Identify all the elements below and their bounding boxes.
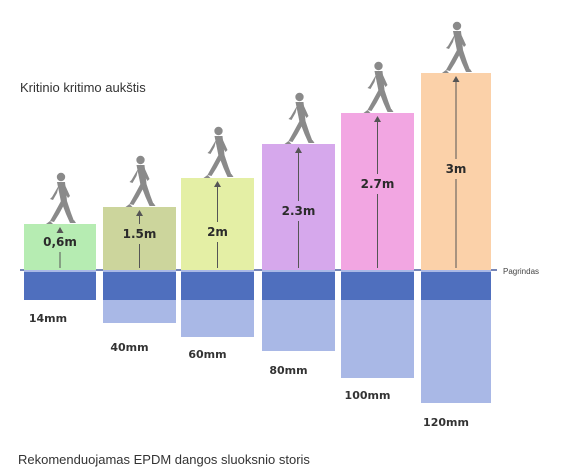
up-arrow-icon (56, 227, 64, 268)
walking-person-icon (442, 21, 472, 73)
walking-person-icon (125, 155, 156, 207)
thickness-label: 40mm (110, 341, 148, 354)
up-arrow-icon (452, 76, 460, 268)
up-arrow-icon (295, 147, 302, 268)
base-strip (24, 272, 96, 300)
step-5: 2.7m 100mm (341, 61, 414, 402)
height-label: 1.5m (123, 227, 157, 241)
base-strip (103, 272, 176, 300)
up-arrow-icon (374, 116, 381, 268)
up-arrow-icon (136, 210, 143, 268)
thickness-label: 100mm (345, 389, 391, 402)
base-strip (181, 272, 254, 300)
step-1: 0,6m 14mm (24, 172, 96, 325)
walking-person-icon (363, 61, 394, 113)
step-3: 2m 60mm (181, 126, 254, 361)
base-strip (262, 272, 335, 300)
thickness-label: 120mm (423, 416, 469, 429)
height-label: 2m (207, 225, 228, 239)
height-label: 3m (446, 162, 467, 176)
up-arrow-icon (214, 181, 221, 268)
chart-title-top: Kritinio kritimo aukštis (20, 80, 146, 95)
walking-person-icon (203, 126, 234, 178)
height-label: 0,6m (43, 235, 77, 249)
step-4: 2.3m 80mm (262, 92, 335, 377)
base-strip (341, 272, 414, 300)
height-label: 2.3m (282, 204, 316, 218)
step-6: 3m 120mm (421, 21, 491, 429)
ground-label: Pagrindas (503, 267, 539, 276)
thickness-label: 14mm (29, 312, 67, 325)
thickness-label: 60mm (188, 348, 226, 361)
walking-person-icon (46, 172, 76, 224)
height-label: 2.7m (361, 177, 395, 191)
thickness-label: 80mm (269, 364, 307, 377)
chart-title-bottom: Rekomenduojamas EPDM dangos sluoksnio st… (18, 452, 310, 467)
base-strip (421, 272, 491, 300)
walking-person-icon (284, 92, 315, 144)
step-2: 1.5m 40mm (103, 155, 176, 354)
